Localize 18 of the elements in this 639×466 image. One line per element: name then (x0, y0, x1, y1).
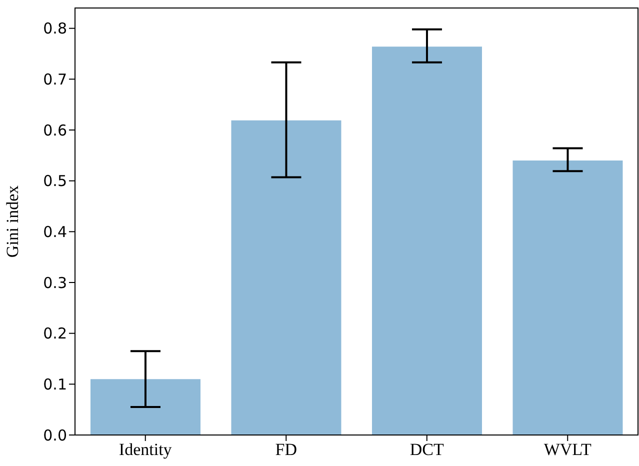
bar (512, 160, 623, 435)
bar (90, 379, 200, 435)
y-tick-label: 0.0 (43, 426, 67, 444)
y-tick-label: 0.1 (43, 375, 67, 394)
y-tick-label: 0.2 (43, 324, 67, 343)
y-tick-label: 0.6 (43, 121, 67, 140)
x-tick-label: WVLT (544, 440, 592, 460)
y-tick-label: 0.7 (43, 70, 67, 88)
x-tick-label: Identity (118, 440, 172, 460)
x-tick-label: DCT (410, 440, 444, 460)
y-tick-label: 0.5 (43, 172, 67, 190)
y-tick-label: 0.4 (43, 222, 67, 241)
y-tick-label: 0.3 (43, 274, 67, 292)
x-tick-label: FD (275, 440, 297, 460)
bar (231, 120, 342, 435)
y-tick-label: 0.8 (43, 20, 67, 38)
y-axis-title: Gini index (3, 184, 22, 258)
bar (372, 46, 482, 435)
